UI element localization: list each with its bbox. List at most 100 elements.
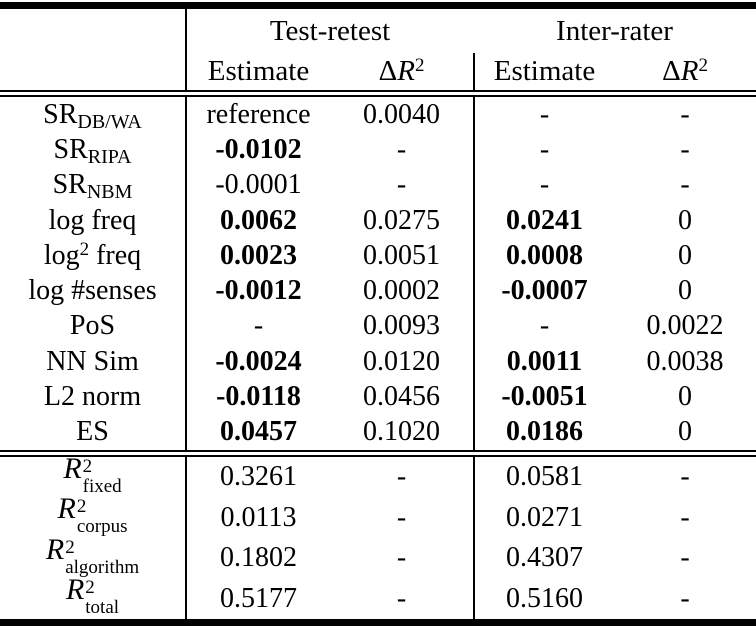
table-body: SRDB/WA reference 0.0040- - SRRIPA -0.0102- - -… (0, 97, 756, 450)
cell-ir-estimate: 0.0581 (473, 456, 614, 498)
label-subscript: NBM (86, 181, 133, 204)
cell-value: 0.0186 (506, 416, 583, 448)
cell-value: 0 (678, 416, 692, 448)
cell-tr-delta-r2: 0.0120 (330, 344, 473, 379)
cell-value: 0.0008 (506, 239, 583, 271)
cell-ir-estimate: -0.0007 (473, 273, 614, 309)
top-rule (0, 2, 756, 9)
cell-tr-delta-r2: 0.0456 (330, 379, 473, 414)
cell-value: -0.0118 (216, 381, 301, 413)
cell-value: 0.3261 (220, 461, 297, 493)
cell-value: 0.0113 (220, 501, 297, 533)
cell-value: - (680, 461, 690, 493)
cell-ir-delta-r2: - (614, 457, 756, 498)
cell-tr-delta-r2: 0.0002 (330, 273, 473, 308)
cell-value: -0.0007 (501, 275, 588, 307)
cell-value: 0.0581 (506, 461, 583, 493)
cell-tr-estimate: 0.1802 (187, 538, 330, 579)
cell-value: - (680, 582, 690, 614)
row-label-text: SRDB/WA (43, 98, 142, 133)
r2-label-text: R 2 corpus (58, 492, 128, 543)
cell-ir-estimate: - (473, 97, 614, 133)
cell-value: - (253, 310, 264, 342)
cell-tr-estimate: 0.0023 (187, 238, 330, 273)
cell-ir-estimate: 0.0271 (473, 497, 614, 538)
r2-row-label: R 2 fixed (0, 452, 187, 498)
cell-tr-estimate: 0.0113 (187, 497, 330, 538)
cell-value: - (396, 133, 407, 165)
cell-value: 0 (678, 381, 692, 413)
row-label: log2 freq (0, 238, 187, 274)
cell-tr-estimate: 0.0457 (187, 415, 330, 450)
cell-tr-estimate: - (187, 309, 330, 344)
cell-ir-estimate: -0.0051 (473, 379, 614, 415)
cell-ir-delta-r2: - (614, 538, 756, 579)
cell-value: 0.4307 (506, 542, 583, 574)
cell-tr-estimate: -0.0012 (187, 273, 330, 308)
cell-value: - (680, 169, 690, 201)
cell-value: 0 (678, 275, 692, 307)
cell-tr-estimate: 0.0062 (187, 203, 330, 238)
cell-value: - (396, 542, 407, 574)
cell-tr-delta-r2: - (330, 538, 473, 579)
cell-value: 0 (678, 204, 692, 236)
cell-ir-estimate: 0.4307 (473, 537, 614, 579)
r2-row-label: R 2 corpus (0, 492, 187, 538)
header-ir-estimate: Estimate (473, 53, 614, 90)
r2-subscript: fixed (82, 475, 122, 497)
header-tr-delta-r2: ΔR2 (330, 53, 473, 90)
cell-value: 0.0022 (646, 310, 724, 342)
cell-tr-delta-r2: 0.0051 (330, 238, 473, 273)
cell-tr-delta-r2: - (330, 457, 473, 498)
cell-ir-delta-r2: - (614, 132, 756, 167)
column-group-label: Test-retest (269, 14, 391, 47)
cell-ir-delta-r2: 0.0022 (614, 309, 756, 344)
r2-row-label: R 2 total (0, 573, 187, 619)
cell-ir-estimate: 0.0008 (473, 238, 614, 274)
cell-tr-estimate: -0.0118 (187, 379, 330, 414)
cell-ir-delta-r2: 0 (614, 273, 756, 308)
cell-value: 0.0241 (506, 204, 583, 236)
cell-value: 0.0457 (220, 416, 297, 448)
cell-value: - (539, 310, 550, 342)
cell-ir-delta-r2: - (614, 578, 756, 619)
header-corner-cell (0, 9, 187, 53)
row-label-text: SRRIPA (53, 133, 132, 168)
cell-tr-delta-r2: 0.0093 (330, 309, 473, 344)
cell-tr-estimate: 0.5177 (187, 578, 330, 619)
cell-tr-delta-r2: - (330, 578, 473, 619)
cell-tr-delta-r2: 0.1020 (330, 415, 473, 450)
cell-ir-delta-r2: 0 (614, 238, 756, 273)
header-separator-rule (0, 90, 756, 97)
cell-tr-estimate: reference (187, 97, 330, 132)
r-symbol: R (397, 55, 415, 87)
cell-value: 0.0062 (220, 204, 297, 236)
cell-value: - (539, 169, 550, 201)
r2-label-text: R 2 total (66, 573, 119, 624)
r-symbol: R (45, 532, 65, 566)
cell-ir-estimate: 0.0011 (473, 344, 614, 380)
label-subscript: DB/WA (77, 110, 142, 133)
cell-value: 0.5160 (506, 582, 583, 614)
row-label-text: L2 norm (43, 381, 142, 413)
cell-ir-delta-r2: 0.0038 (614, 344, 756, 379)
cell-value: - (396, 461, 407, 493)
cell-tr-estimate: -0.0024 (187, 344, 330, 379)
row-label-text: log freq (48, 204, 137, 236)
r2-sup-sub-stack: 2 fixed (82, 456, 122, 497)
row-label: PoS (0, 308, 187, 345)
r-symbol: R (65, 573, 85, 607)
row-label: ES (0, 414, 187, 450)
cell-value: -0.0012 (215, 275, 302, 307)
cell-value: 0.0040 (363, 98, 440, 130)
r2-exponent: 2 (76, 496, 87, 518)
r2-sup-sub-stack: 2 corpus (77, 497, 128, 537)
cell-value: 0.0271 (506, 501, 583, 533)
cell-value: - (396, 169, 407, 201)
cell-ir-estimate: 0.0186 (473, 414, 614, 450)
cell-value: - (680, 501, 690, 533)
row-label: SRDB/WA (0, 97, 187, 133)
cell-ir-estimate: 0.0241 (473, 202, 614, 239)
section-separator-rule (0, 449, 756, 457)
